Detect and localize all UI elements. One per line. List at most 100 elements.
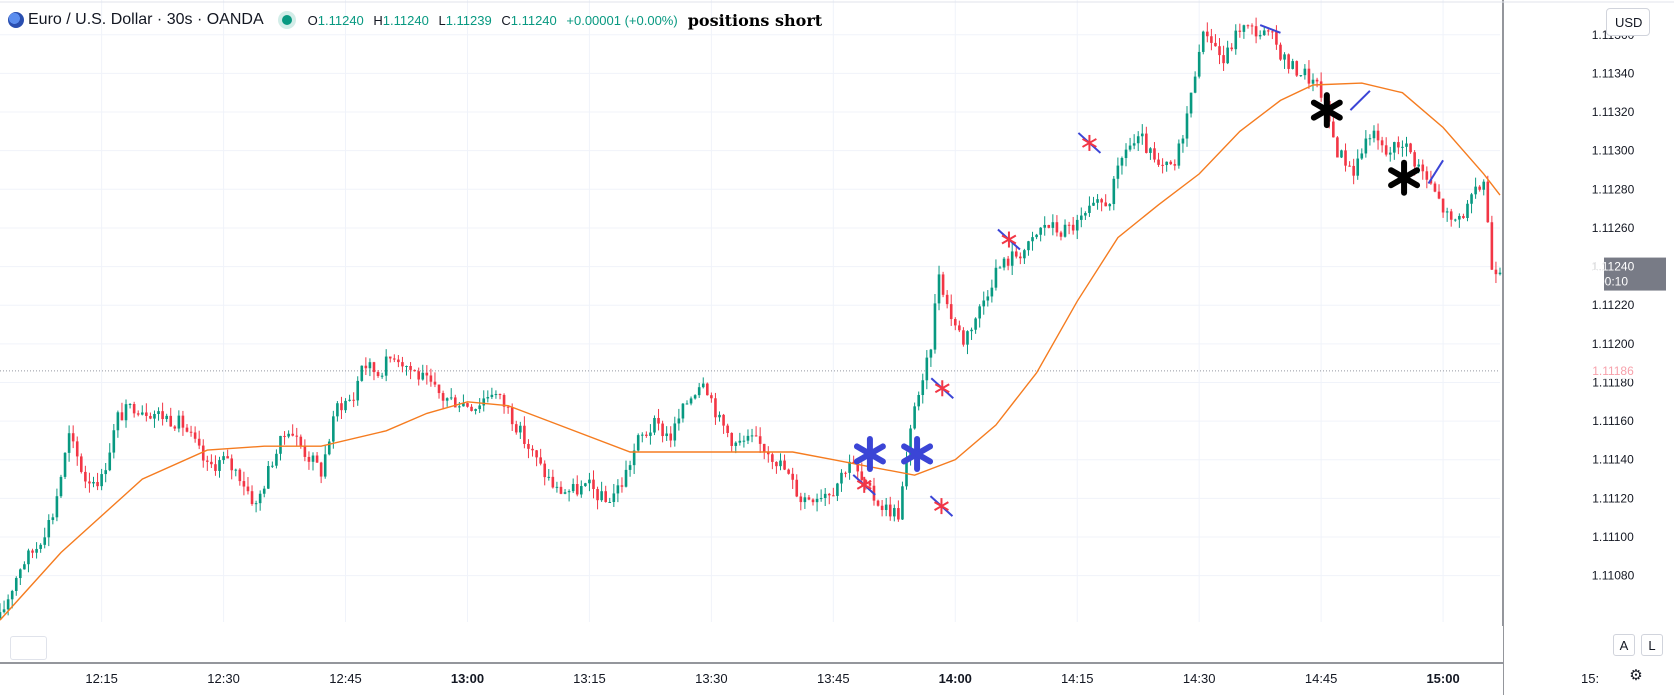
candle-body (1486, 181, 1490, 223)
candle-body (1425, 171, 1429, 180)
candle-body (689, 398, 693, 404)
candle-body (726, 425, 729, 433)
candle-body (1116, 165, 1120, 179)
candle-body (1031, 237, 1034, 242)
scroll-navigation-box[interactable] (10, 636, 47, 660)
candle-body (1449, 211, 1453, 220)
candle-body (901, 486, 904, 520)
log-scale-button[interactable]: L (1641, 634, 1663, 656)
moving-average-line (0, 82, 1501, 621)
chart-settings-gear-icon[interactable]: ⚙ (1629, 667, 1643, 684)
candle-body (697, 387, 701, 396)
candle-body (1059, 232, 1063, 237)
candle-body (823, 493, 827, 499)
candle-body (136, 413, 140, 415)
time-tick-label: 13:45 (817, 671, 850, 686)
candle-body (1230, 47, 1234, 50)
candle-body (1002, 258, 1006, 268)
candle-body (1238, 30, 1242, 32)
candle-body (84, 471, 87, 482)
candle-body (59, 476, 63, 497)
candle-body (332, 416, 335, 442)
candle-body (128, 404, 132, 406)
candle-body (673, 423, 677, 441)
candle-body (1153, 148, 1156, 160)
price-tick-label: 1.11100 (1592, 530, 1634, 544)
candle-body (750, 435, 754, 437)
candle-body (1356, 158, 1360, 176)
candle-body (681, 403, 685, 419)
ohlc-readout: O1.11240 H1.11240 L1.11239 C1.11240 +0.0… (307, 12, 678, 28)
candle-body (165, 415, 168, 420)
time-axis: 12:15 12:30 12:45 13:00 13:15 13:30 13:45 14:00… (0, 626, 1599, 695)
short-entry-marker (930, 377, 954, 400)
candle-body (441, 393, 445, 401)
auto-scale-button[interactable]: A (1613, 634, 1635, 656)
candle-body (352, 399, 355, 401)
candle-body (502, 394, 506, 407)
candle-body (1197, 51, 1201, 77)
candle-body (791, 473, 794, 480)
candle-body (998, 267, 1002, 269)
candle-body (1100, 199, 1103, 203)
candle-body (1490, 222, 1494, 270)
candle-body (474, 409, 477, 411)
candle-body (994, 267, 998, 288)
candle-body (1010, 251, 1014, 266)
candle-body (819, 498, 823, 500)
candle-body (462, 403, 465, 407)
candle-body (482, 398, 486, 406)
last-price-label-box (1604, 257, 1666, 291)
candle-body (397, 359, 400, 363)
candle-body (429, 375, 433, 382)
candle-body (1067, 224, 1071, 226)
blue-asterisk-marker (853, 435, 886, 472)
chart-legend: Euro / U.S. Dollar · 30s · OANDA O1.1124… (8, 8, 822, 32)
candle-body (1088, 205, 1091, 213)
candle-body (575, 484, 579, 495)
candle-body (140, 412, 144, 415)
candle-body (1206, 31, 1209, 37)
candle-body (917, 395, 920, 407)
candle-body (319, 462, 323, 477)
candle-body (848, 461, 851, 473)
candle-body (1262, 30, 1266, 36)
candle-body (254, 503, 258, 505)
candle-body (1271, 31, 1274, 33)
candle-body (1149, 148, 1152, 153)
candle-body (966, 331, 969, 345)
candle-body (1421, 164, 1425, 172)
candle-body (868, 482, 872, 486)
candle-body (112, 430, 116, 453)
symbol-title[interactable]: Euro / U.S. Dollar · 30s · OANDA (28, 11, 264, 28)
candle-body (445, 398, 449, 401)
candle-body (409, 365, 412, 370)
candle-body (640, 434, 644, 436)
candle-body (218, 460, 221, 471)
candle-body (1287, 54, 1290, 69)
short-entry-marker (997, 228, 1021, 251)
price-tick-label: 1.11340 (1592, 66, 1635, 80)
price-tick-label: 1.11280 (1592, 182, 1635, 196)
candle-body (771, 454, 774, 462)
candle-body (953, 319, 957, 326)
currency-unit-button[interactable]: USD (1606, 8, 1650, 36)
candle-body (1120, 158, 1124, 166)
candle-body (1295, 61, 1299, 76)
candle-body (453, 397, 457, 408)
candle-body (344, 400, 347, 411)
candle-body (14, 578, 18, 592)
candle-body (758, 436, 762, 444)
price-axis-background (1503, 0, 1674, 695)
chart-grid (0, 0, 1500, 622)
candle-body (840, 472, 843, 484)
candle-body (1364, 138, 1368, 154)
candle-body (1307, 68, 1311, 84)
candle-body (1433, 183, 1437, 192)
candle-body (71, 433, 75, 442)
candle-body (43, 537, 47, 545)
time-tick-label: 14:15 (1061, 671, 1094, 686)
candle-body (380, 375, 384, 377)
